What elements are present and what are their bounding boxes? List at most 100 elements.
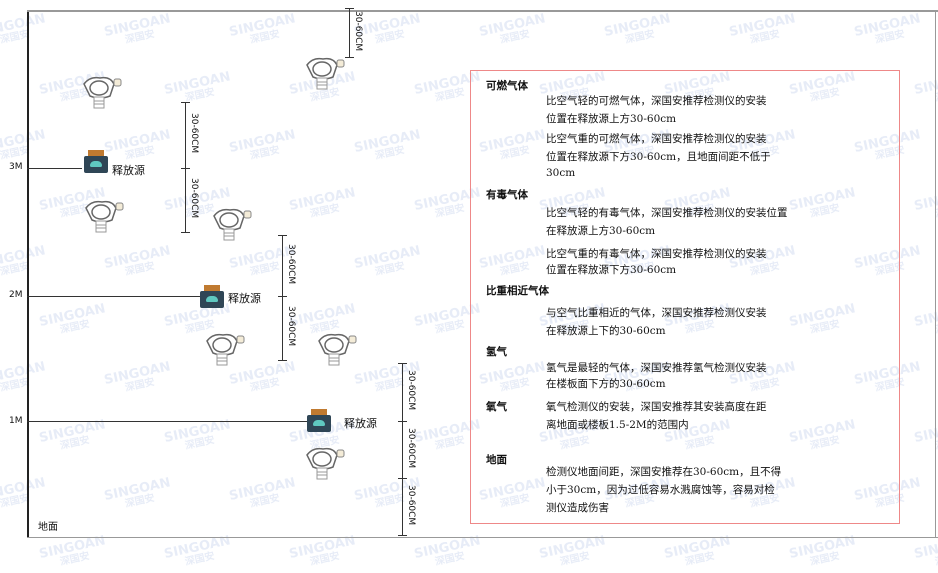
- note-line: 测仪造成伤害: [546, 502, 609, 514]
- gas-detector-icon: [318, 333, 357, 366]
- note-line: 在释放源上方30-60cm: [546, 225, 656, 237]
- note-line: 比空气轻的可燃气体，深国安推荐检测仪的安装: [546, 95, 767, 107]
- note-line: 30cm: [546, 167, 576, 179]
- note-line: 位置在释放源下方30-60cm: [546, 264, 677, 276]
- note-line: 比空气重的可燃气体，深国安推荐检测仪的安装: [546, 133, 767, 145]
- release-source-label: 释放源: [112, 164, 145, 177]
- release-source-label: 释放源: [228, 292, 261, 305]
- dimension-label: 30-60CM: [286, 306, 296, 347]
- dimension-tick: [181, 168, 190, 169]
- gas-detector-icon: [206, 333, 245, 366]
- dimension-tick: [181, 102, 190, 103]
- level-3m-line: [27, 168, 82, 169]
- dimension-line: [402, 478, 403, 535]
- note-line: 位置在释放源上方30-60cm: [546, 113, 677, 125]
- note-line: 小于30cm，因为过低容易水溅腐蚀等，容易对检: [546, 484, 775, 496]
- dimension-line: [185, 102, 186, 168]
- dimension-tick: [278, 360, 287, 361]
- release-source-icon: [84, 150, 108, 174]
- dimension-label: 30-60CM: [189, 113, 199, 154]
- note-line: 检测仪地面间距，深国安推荐在30-60cm，且不得: [546, 466, 782, 478]
- release-source-label: 释放源: [344, 417, 377, 430]
- dimension-tick: [278, 235, 287, 236]
- dimension-label: 30-60CM: [406, 370, 416, 411]
- dimension-label: 30-60CM: [286, 243, 296, 284]
- note-heading: 比重相近气体: [486, 285, 549, 297]
- release-source-icon: [200, 285, 224, 309]
- gas-detector-icon: [213, 208, 252, 241]
- dimension-line: [402, 421, 403, 478]
- release-source-icon: [307, 409, 331, 433]
- dimension-tick: [278, 296, 287, 297]
- note-line: 在释放源上下的30-60cm: [546, 325, 666, 337]
- level-2m-label: 2M: [9, 290, 23, 300]
- dimension-line: [282, 235, 283, 296]
- dimension-label: 30-60CM: [189, 178, 199, 219]
- gas-detector-icon: [85, 200, 124, 233]
- note-line: 位置在释放源下方30-60cm，且地面间距不低于: [546, 151, 771, 163]
- note-line: 氢气是最轻的气体，深国安推荐氢气检测仪安装: [546, 362, 767, 374]
- gas-detector-icon: [306, 57, 345, 90]
- dimension-label: 30-60CM: [353, 10, 363, 51]
- right-edge-line: [935, 10, 936, 538]
- notes-panel: [470, 70, 900, 524]
- note-line: 氧气检测仪的安装，深国安推荐其安装高度在距: [546, 401, 767, 413]
- wall-line: [27, 10, 29, 538]
- dimension-tick: [345, 8, 354, 9]
- dimension-label: 30-60CM: [406, 484, 416, 525]
- level-3m-label: 3M: [9, 162, 23, 172]
- dimension-line: [185, 168, 186, 232]
- note-line: 比空气轻的有毒气体，深国安推荐检测仪的安装位置: [546, 207, 788, 219]
- level-2m-line: [27, 296, 202, 297]
- note-line: 离地面或楼板1.5-2M的范围内: [546, 419, 689, 431]
- dimension-tick: [398, 535, 407, 536]
- note-line: 与空气比重相近的气体，深国安推荐检测仪安装: [546, 307, 767, 319]
- dimension-line: [282, 296, 283, 360]
- dimension-line: [402, 363, 403, 421]
- dimension-tick: [181, 232, 190, 233]
- note-heading: 有毒气体: [486, 189, 528, 201]
- note-heading: 可燃气体: [486, 80, 528, 92]
- dimension-tick: [398, 363, 407, 364]
- note-line: 比空气重的有毒气体，深国安推荐检测仪的安装: [546, 248, 767, 260]
- dimension-line: [349, 8, 350, 57]
- note-heading: 地面: [486, 454, 507, 466]
- dimension-tick: [398, 478, 407, 479]
- gas-detector-icon: [83, 76, 122, 109]
- dimension-tick: [345, 57, 354, 58]
- dimension-label: 30-60CM: [406, 427, 416, 468]
- note-heading: 氢气: [486, 346, 507, 358]
- ground-label: 地面: [38, 522, 58, 533]
- floor-line: [27, 537, 938, 538]
- dimension-tick: [398, 421, 407, 422]
- gas-detector-icon: [306, 447, 345, 480]
- level-1m-line: [27, 421, 312, 422]
- note-heading: 氧气: [486, 401, 507, 413]
- ceiling-line: [27, 10, 938, 12]
- level-1m-label: 1M: [9, 416, 23, 426]
